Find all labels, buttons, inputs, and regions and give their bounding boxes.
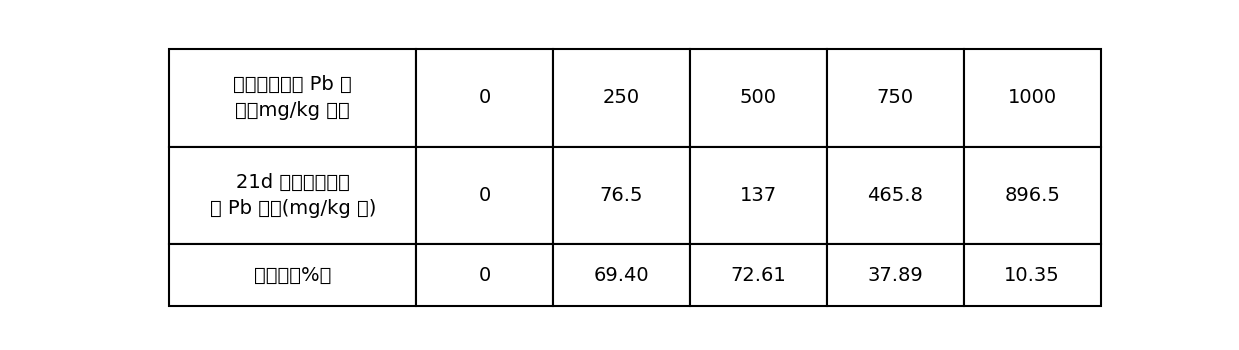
Text: 76.5: 76.5	[600, 186, 643, 205]
Bar	[553, 49, 690, 147]
Text: 0: 0	[478, 88, 491, 107]
Bar	[170, 49, 416, 147]
Bar	[690, 147, 826, 244]
Bar	[826, 147, 964, 244]
Bar	[416, 147, 553, 244]
Text: 0: 0	[478, 186, 491, 205]
Bar	[170, 244, 416, 306]
Text: 250: 250	[603, 88, 641, 107]
Bar	[416, 244, 553, 306]
Text: 10.35: 10.35	[1005, 266, 1061, 285]
Text: 137: 137	[740, 186, 777, 205]
Bar	[964, 147, 1100, 244]
Bar	[964, 244, 1100, 306]
Text: 69.40: 69.40	[593, 266, 649, 285]
Text: 1000: 1000	[1007, 88, 1057, 107]
Text: 0: 0	[478, 266, 491, 285]
Text: 37.89: 37.89	[867, 266, 923, 285]
Bar	[416, 49, 553, 147]
Bar	[826, 244, 964, 306]
Text: 465.8: 465.8	[867, 186, 923, 205]
Text: 750: 750	[877, 88, 914, 107]
Bar	[690, 244, 826, 306]
Bar	[170, 147, 416, 244]
Text: 吸收率（%）: 吸收率（%）	[254, 266, 331, 285]
Bar	[553, 147, 690, 244]
Bar	[690, 49, 826, 147]
Text: 处理前土壤中 Pb 含
量（mg/kg 土）: 处理前土壤中 Pb 含 量（mg/kg 土）	[233, 75, 352, 120]
Text: 72.61: 72.61	[731, 266, 787, 285]
Text: 21d 处理后后土壤
中 Pb 含量(mg/kg 土): 21d 处理后后土壤 中 Pb 含量(mg/kg 土)	[209, 173, 375, 218]
Text: 896.5: 896.5	[1005, 186, 1061, 205]
Bar	[964, 49, 1100, 147]
Bar	[553, 244, 690, 306]
Text: 500: 500	[740, 88, 777, 107]
Bar	[826, 49, 964, 147]
